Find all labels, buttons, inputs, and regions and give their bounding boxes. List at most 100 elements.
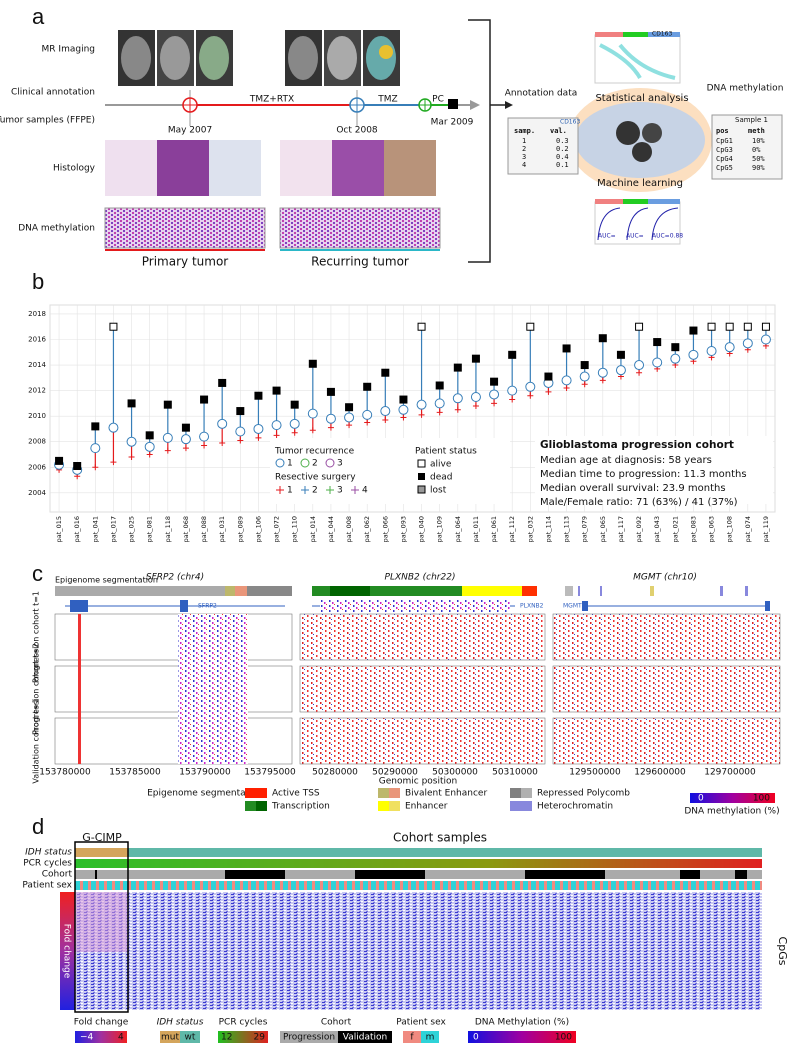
surgery-marker — [291, 429, 298, 436]
status-marker — [163, 400, 172, 409]
caption: Recurring tumor — [311, 255, 409, 269]
panel-d-legend — [75, 1031, 576, 1043]
gene-title: MGMT (chr10) — [633, 573, 697, 583]
surgery-marker — [418, 411, 425, 418]
patient-label: pat_093 — [399, 516, 407, 542]
recurrence-marker — [126, 436, 137, 447]
therapy-label: PC — [432, 95, 444, 105]
table-cell: 0.3 — [556, 137, 569, 145]
date-label: May 2007 — [168, 126, 212, 136]
heading: DNA methylation — [707, 84, 784, 94]
legend-title: Resective surgery — [275, 473, 356, 483]
recurrence-marker — [470, 392, 481, 402]
status-marker — [761, 322, 770, 331]
sheet-title: Sample 1 — [735, 116, 768, 124]
y-tick-label: 2016 — [28, 336, 46, 344]
legend — [270, 438, 510, 504]
recurrence-marker — [706, 346, 717, 356]
status-marker — [743, 322, 752, 331]
status-marker — [471, 354, 480, 363]
panel-letter: d — [32, 814, 44, 839]
legend-label: 4 — [362, 486, 368, 496]
status-marker — [91, 422, 100, 431]
recurrence-marker — [670, 353, 681, 364]
recurrence-marker — [253, 423, 264, 434]
legend-label: Heterochromatin — [537, 802, 613, 812]
patient-label: pat_043 — [653, 516, 661, 542]
therapy-label: TMZ — [377, 95, 397, 105]
table-cell: CpG3 — [716, 146, 733, 154]
segmentation-tracks — [55, 586, 770, 612]
legend-title: Patient status — [415, 447, 477, 457]
y-tick-label: 2018 — [28, 310, 46, 318]
surgery-marker — [491, 400, 498, 407]
gene-model-label: MGMT — [563, 603, 582, 610]
annotation-bars — [60, 841, 762, 1013]
status-marker — [200, 395, 209, 404]
recurrence-marker — [180, 434, 191, 445]
patient-label: pat_113 — [563, 516, 571, 542]
patient-label: pat_011 — [472, 516, 480, 542]
date-label: Mar 2009 — [431, 118, 474, 128]
patient-label: pat_065 — [599, 516, 607, 542]
patient-label: pat_110 — [291, 516, 299, 542]
patient-label: pat_032 — [526, 516, 534, 542]
y-tick-label: 2006 — [28, 463, 46, 471]
scale-label: 100 — [753, 794, 770, 804]
row-label: Clinical annotation — [11, 88, 95, 98]
patient-label: pat_088 — [200, 516, 208, 542]
surgery-marker — [599, 377, 606, 384]
table-header: val. — [550, 127, 567, 135]
patient-label: pat_106 — [254, 516, 262, 542]
legend-label: 4 — [118, 1033, 124, 1043]
surgery-marker — [436, 409, 443, 416]
legend-label: Transcription — [271, 802, 330, 812]
recurrence-marker — [615, 365, 626, 376]
table-cell: 0.1 — [556, 161, 569, 169]
patient-label: pat_109 — [436, 516, 444, 542]
legend-label: Progression — [283, 1033, 335, 1043]
recurrence-marker — [398, 404, 409, 415]
legend-title: Epigenome segmentation — [147, 789, 263, 799]
patient-label: pat_044 — [327, 516, 335, 542]
status-marker — [671, 343, 680, 352]
legend-label: Enhancer — [405, 802, 448, 812]
methylation-heatmaps — [54, 613, 781, 765]
x-tick-label: 153785000 — [109, 768, 161, 778]
recurrence-marker — [344, 412, 355, 423]
surgery-marker — [509, 396, 516, 403]
status-marker — [55, 456, 64, 465]
table-cell: 0.4 — [556, 153, 569, 161]
legend-label: 29 — [254, 1033, 266, 1043]
stats-title: Glioblastoma progression cohort — [540, 439, 734, 451]
histology-images — [105, 140, 436, 196]
patient-label: pat_061 — [490, 516, 498, 542]
surgery-marker — [273, 432, 280, 439]
surgery-marker — [636, 369, 643, 376]
patient-label: pat_025 — [128, 516, 136, 542]
legend-label: Validation — [343, 1033, 387, 1043]
caption: Primary tumor — [142, 255, 229, 269]
recurrence-marker — [579, 371, 590, 382]
therapy-label: TMZ+RTX — [249, 95, 294, 105]
x-tick-label: 129600000 — [634, 768, 686, 778]
surgery-marker — [382, 417, 389, 423]
row-label: PCR cycles — [23, 859, 72, 869]
status-marker — [453, 363, 462, 372]
recurrence-marker — [90, 443, 101, 454]
patient-label: pat_015 — [55, 516, 63, 542]
table-cell: 90% — [752, 164, 765, 172]
status-marker — [417, 322, 426, 331]
patient-label: pat_114 — [544, 516, 552, 542]
table-cell: CpG4 — [716, 155, 733, 163]
legend-title: Cohort — [321, 1018, 352, 1028]
legend-label: Repressed Polycomb — [537, 789, 630, 799]
panel-letter: b — [32, 269, 44, 294]
heading: Machine learning — [597, 178, 683, 189]
patient-label: pat_112 — [508, 516, 516, 542]
methylation-strip — [104, 207, 266, 249]
table-cell: 0.2 — [556, 145, 569, 153]
status-marker — [707, 322, 716, 331]
legend-label: lost — [430, 486, 447, 496]
table-header: pos — [716, 127, 729, 135]
